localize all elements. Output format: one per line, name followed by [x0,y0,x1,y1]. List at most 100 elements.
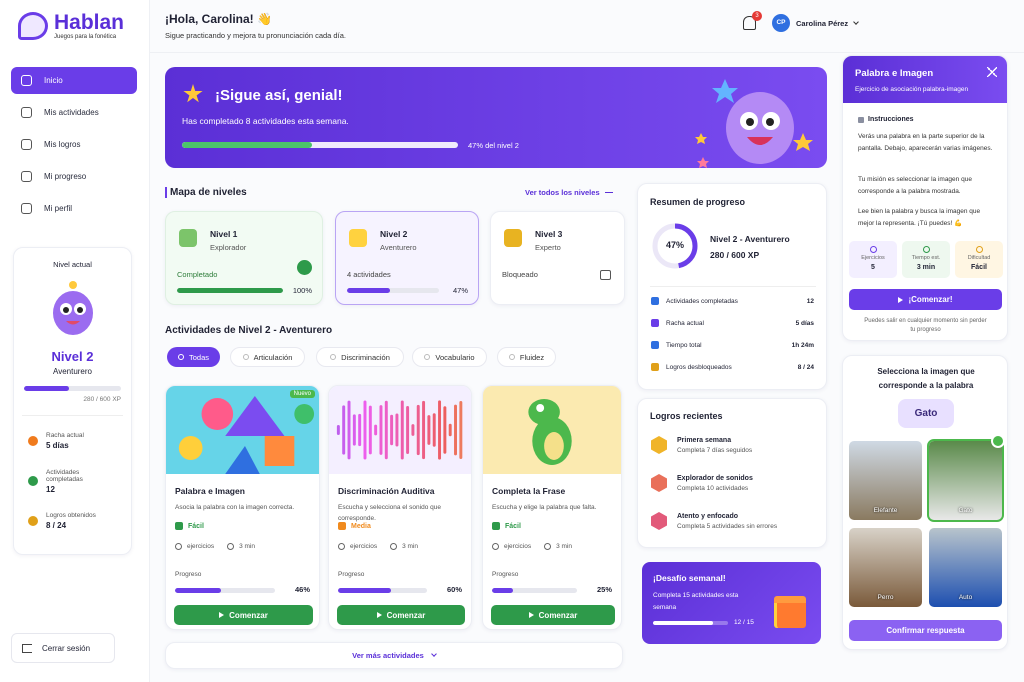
summary-row: Logros desbloqueados 8 / 24 [651,363,814,371]
lock [600,270,611,280]
arrow [604,192,613,193]
ring-svg [652,223,698,269]
activity-exercises: ejercicios [350,543,378,550]
mascot-body [52,291,93,335]
filter-dot [242,354,249,360]
exercise-panel: Palabra e Imagen Ejercicio de asociación … [842,55,1008,341]
chevron [431,651,437,657]
level-title: Nivel 2 [51,349,94,364]
confirm-button[interactable]: Confirmar respuesta [849,620,1002,641]
level-item-status: Bloqueado [502,270,538,279]
image-option[interactable]: Gato [927,439,1004,522]
difficulty-icon [492,522,500,530]
filter-chip[interactable]: Fluidez [497,347,556,367]
wave-bar [395,413,399,447]
pupil [766,118,774,126]
row-label: Racha actual [666,319,704,327]
level-item[interactable]: Nivel 3 Experto Bloqueado [490,211,625,305]
start-button[interactable]: Comenzar [491,605,615,625]
start-label: Comenzar [538,610,578,620]
nav-item[interactable]: Mi perfil [11,195,137,222]
sidebar: Hablan Juegos para la fonética Inicio Mis a… [0,0,150,682]
stat: Actividades completadas 12 [28,466,131,496]
start-button[interactable]: Comenzar [337,605,465,625]
play-icon [376,612,382,618]
wave-bar [379,405,383,455]
stat-icon [28,516,38,526]
nav-item[interactable]: Mis actividades [11,99,137,126]
start-button[interactable]: Comenzar [174,605,313,625]
filter-chip[interactable]: Discriminación [316,347,404,367]
level-item-title: Nivel 1 [210,229,238,239]
logout[interactable]: Cerrar sesión [11,633,115,663]
row-value: 8 / 24 [797,363,814,371]
shape [294,404,315,424]
wave-bar [443,406,447,454]
progress-fill [338,588,392,593]
ring-fill [652,223,698,269]
close-button[interactable] [987,67,997,77]
play-icon [219,612,225,618]
level-item-bar [347,288,439,293]
badge-icon [651,474,667,492]
summary-row: Actividades completadas 12 [651,297,814,305]
level-item[interactable]: Nivel 2 Aventurero 4 actividades 47% [335,211,479,305]
wave-bar [352,414,356,446]
stat-icon [869,246,877,253]
image-option[interactable]: Elefante [849,441,922,520]
instruction-paragraph: Lee bien la palabra y busca la imagen qu… [858,208,981,227]
wave-bar [422,400,426,460]
activity-image [329,386,471,474]
chevron [853,18,859,25]
activity-image [483,386,621,474]
xp-bar [24,386,121,391]
filter-label: Articulación [253,352,293,362]
more-label: Ver más actividades [352,651,424,660]
level-item-status: 4 actividades [347,270,391,279]
wave-bar [368,405,372,455]
nav-item[interactable]: Mis logros [11,131,137,158]
banner: ¡Sigue así, genial! Has completado 8 acti… [165,67,827,168]
wave-bar [400,400,404,460]
badge-icon [651,512,667,530]
start-label: Comenzar [229,610,268,620]
notification-bell[interactable] [743,16,756,30]
panel-subtitle: Ejercicio de asociación palabra-imagen [855,86,969,93]
activity-card: Discriminación Auditiva Escucha y selecci… [328,385,472,630]
nav-item[interactable]: Inicio [11,67,137,94]
activity-bar [492,588,577,593]
level-item[interactable]: Nivel 1 Explorador Completado 100% [165,211,323,305]
progress-fill [182,142,312,148]
filter-chip[interactable]: Articulación [230,347,305,367]
option-label: Auto [958,594,973,601]
image-option[interactable]: Perro [849,528,922,607]
panel-stat-value: Fácil [971,264,987,271]
image-option[interactable]: Auto [929,528,1002,607]
gift [774,596,806,628]
activity-image [166,386,319,474]
stat: Racha actual 5 días [28,426,131,456]
filter-dot [508,354,515,360]
antenna [68,281,77,289]
levels-link[interactable]: Ver todos los niveles [525,188,613,197]
activity-pct: 25% [596,585,612,594]
progress-track [175,588,275,593]
filter-chip[interactable]: Todas [167,347,220,367]
challenge-count: 12 / 15 [734,619,754,626]
nav-item[interactable]: Mi progreso [11,163,137,190]
row-label: Actividades completadas [666,297,738,305]
panel-start-button[interactable]: ¡Comenzar! [849,289,1002,310]
level-item-pct: 100% [292,286,312,295]
dino-head [528,399,560,425]
more-activities[interactable]: Ver más actividades [165,642,623,669]
level-heading: Nivel actual [53,260,92,269]
meta-icon [338,543,345,550]
divider [650,286,816,287]
challenge-title: ¡Desafío semanal! [653,573,726,583]
row-value: 12 [806,297,814,305]
filter-chip[interactable]: Vocabulario [412,347,487,367]
nav-icon [21,171,32,182]
user-menu[interactable]: CP Carolina Pérez [772,14,859,32]
nav-icon [21,203,32,214]
